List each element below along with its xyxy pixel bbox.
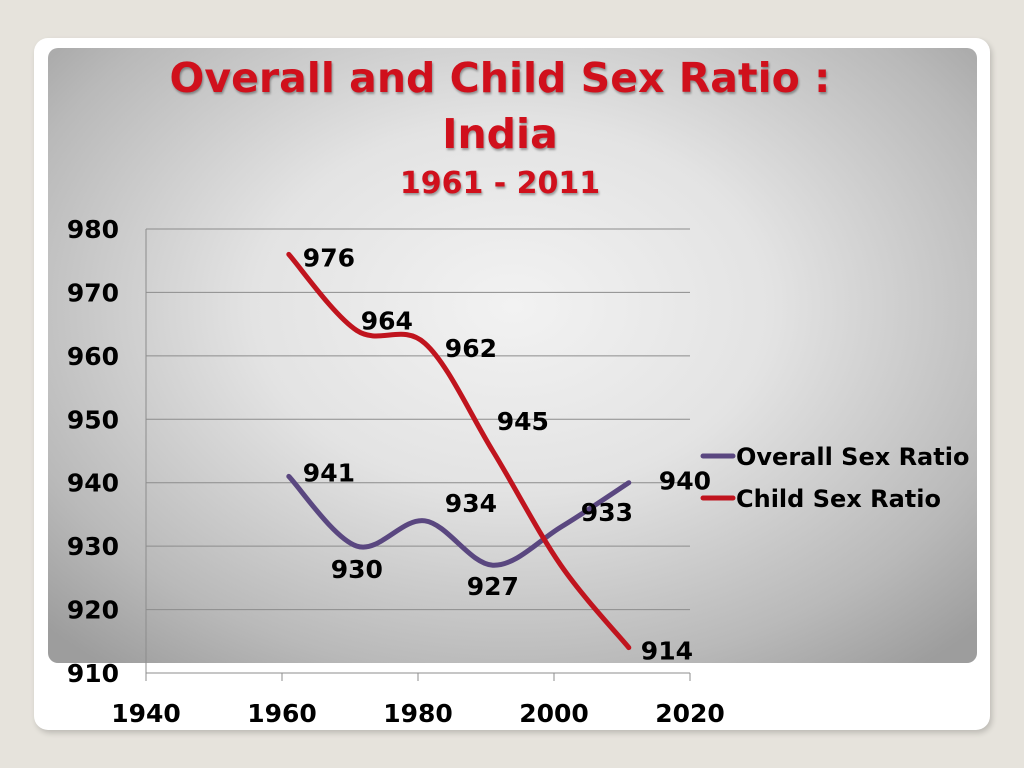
x-tick-label: 1940 — [111, 699, 181, 728]
data-labels: 941 930 934 927 933 940 976 964 962 945 914 — [303, 243, 711, 665]
data-label-child-sex-ratio: 962 — [445, 334, 497, 363]
chart-title-line2: India — [442, 110, 558, 158]
x-tick-label: 2000 — [519, 699, 589, 728]
y-tick-label: 920 — [67, 596, 119, 625]
data-label-overall-sex-ratio: 941 — [303, 458, 355, 487]
legend-label-overall-sex-ratio: Overall Sex Ratio — [736, 443, 969, 471]
y-tick-label: 960 — [67, 342, 119, 371]
y-tick-label: 970 — [67, 278, 119, 307]
y-tick-label: 910 — [67, 659, 119, 688]
data-label-overall-sex-ratio: 940 — [659, 467, 711, 496]
data-label-overall-sex-ratio: 927 — [467, 572, 519, 601]
data-label-child-sex-ratio: 964 — [361, 306, 413, 335]
series-lines — [286, 251, 632, 651]
data-label-child-sex-ratio: 945 — [497, 407, 549, 436]
axes: 910 920 930 940 950 960 970 980 1940 1960 1980 2000… — [67, 215, 725, 728]
legend-label-child-sex-ratio: Child Sex Ratio — [736, 485, 941, 513]
data-label-overall-sex-ratio: 934 — [445, 489, 497, 518]
series-line-child-sex-ratio — [286, 251, 632, 651]
series-line-overall-sex-ratio — [286, 473, 632, 568]
data-label-child-sex-ratio: 976 — [303, 243, 355, 272]
x-tick-label: 1980 — [383, 699, 453, 728]
data-label-child-sex-ratio: 914 — [641, 637, 693, 666]
chart-title: Overall and Child Sex Ratio : — [169, 54, 831, 102]
data-label-overall-sex-ratio: 933 — [581, 498, 633, 527]
x-tick-label: 1960 — [247, 699, 317, 728]
chart-subtitle: 1961 - 2011 — [399, 166, 601, 201]
y-tick-label: 940 — [67, 469, 119, 498]
gridlines — [146, 228, 690, 611]
x-tick-label: 2020 — [655, 699, 725, 728]
y-tick-label: 950 — [67, 405, 119, 434]
legend: Overall Sex Ratio Child Sex Ratio — [700, 443, 969, 513]
data-label-overall-sex-ratio: 930 — [331, 555, 383, 584]
y-tick-label: 980 — [67, 215, 119, 244]
y-tick-label: 930 — [67, 532, 119, 561]
